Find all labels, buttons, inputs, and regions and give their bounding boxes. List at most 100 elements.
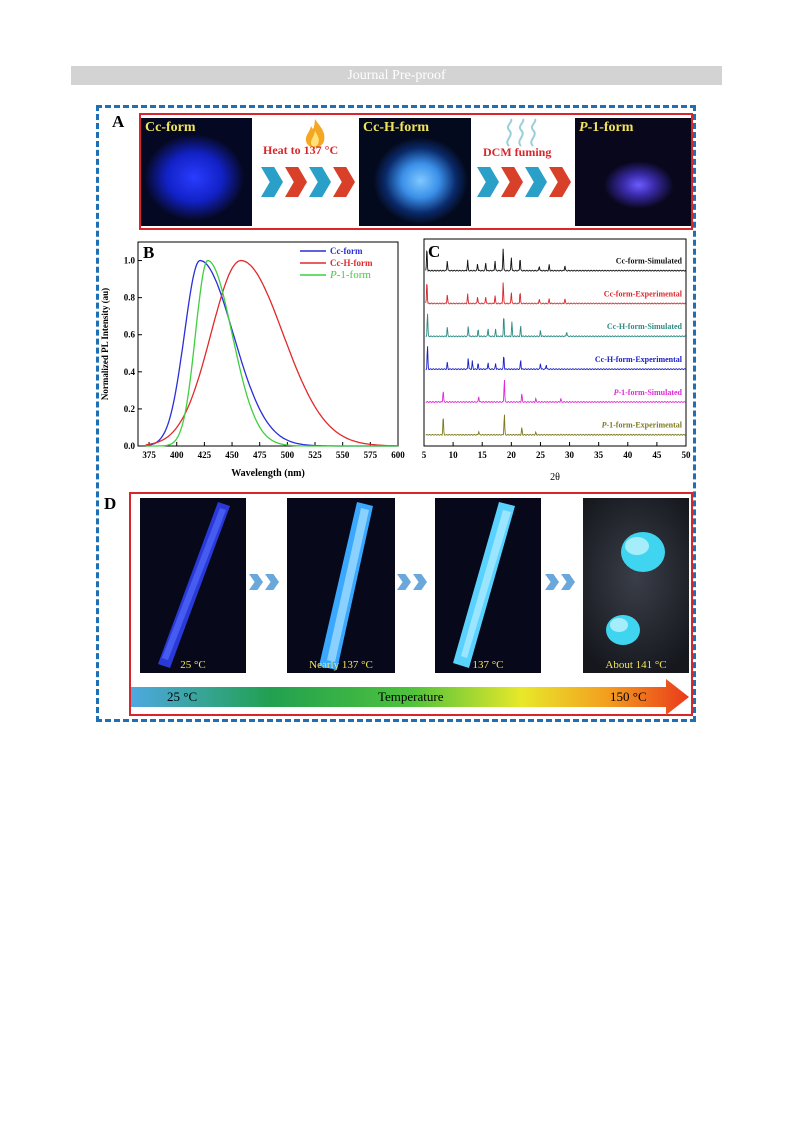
chart-b-series-line-1	[145, 259, 398, 447]
temperature-start-label: 25 °C	[167, 689, 198, 704]
arrow-dcm-label: DCM fuming	[483, 145, 552, 159]
chart-b-x-tick-label: 400	[170, 450, 184, 460]
chart-c-x-tick-label: 5	[422, 450, 427, 460]
photo-droplets-141c: About 141 °C	[583, 498, 689, 673]
chart-b-y-tick-label: 1.0	[124, 256, 136, 266]
chart-c-x-tick-label: 50	[682, 450, 692, 460]
chart-c-series-label: Cc-H-form-Experimental	[595, 355, 683, 364]
chart-c-x-tick-label: 45	[652, 450, 662, 460]
chart-c-series-line-0	[425, 248, 687, 272]
photo-crystal-nearly-137c: Nearly 137 °C	[287, 498, 395, 673]
arrow-heat-label: Heat to 137 °C	[263, 143, 339, 157]
panel-b-label: B	[143, 243, 154, 262]
chevron-icon	[549, 167, 571, 197]
figure-frame	[96, 105, 696, 722]
chart-c-x-tick-label: 10	[449, 450, 459, 460]
photo-crystal-25c: 25 °C	[140, 498, 246, 673]
temperature-end-label: 150 °C	[610, 689, 647, 704]
chart-c-series-line-1	[425, 282, 686, 305]
chevron-icon	[477, 167, 499, 197]
chevron-icon	[413, 574, 427, 590]
temperature-gradient-bar: 25 °C Temperature 150 °C	[131, 679, 691, 715]
chart-c-series-line-3	[425, 346, 687, 371]
photo-crystal-25c-caption: 25 °C	[180, 659, 206, 671]
chart-b-x-tick-label: 550	[336, 450, 350, 460]
chart-c-pxrd-patterns: C 5 10 15 20 25 30 35 40 45 50 2θ Cc-form-Simulated C…	[422, 238, 692, 483]
chart-b-pl-spectra: B 375 400 425 450 475 500 525 550 575 600 0.0 0.2 0.4…	[100, 241, 405, 479]
chart-b-y-tick-label: 0.6	[124, 330, 136, 340]
chart-b-x-tick-label: 500	[281, 450, 295, 460]
chart-c-series-line-2	[425, 313, 686, 338]
photo-crystal-137c: 137 °C	[435, 498, 541, 673]
chart-b-x-tick-label: 375	[142, 450, 156, 460]
chevron-group	[477, 167, 571, 197]
chart-c-x-tick-label: 20	[507, 450, 516, 460]
chart-b-x-tick-label: 525	[308, 450, 322, 460]
chevron-icon	[285, 167, 307, 197]
chart-b-y-tick-label: 0.0	[124, 441, 136, 451]
chart-b-x-tick-label: 425	[198, 450, 212, 460]
temperature-axis-label: Temperature	[378, 689, 444, 704]
panel-a: Cc-form Heat to 137 °C Cc-H-form DCM fum…	[139, 113, 693, 230]
journal-banner: Journal Pre-proof	[71, 66, 722, 85]
chart-b-x-tick-label: 600	[391, 450, 405, 460]
chart-b-plot-area	[137, 241, 399, 447]
chevron-icon	[333, 167, 355, 197]
vapor-icon	[501, 118, 541, 148]
chart-b-y-tick-label: 0.2	[124, 404, 136, 414]
chart-b-y-tick-label: 0.4	[124, 367, 136, 377]
photo-crystal-137c-caption: 137 °C	[472, 659, 504, 671]
chevron-icon	[501, 167, 523, 197]
chart-c-series-label: Cc-H-form-Simulated	[607, 322, 683, 331]
chevron-arrow-d2	[397, 574, 431, 590]
chevron-arrow-dcm	[477, 167, 572, 199]
chevron-arrow-d1	[249, 574, 283, 590]
panel-d-label: D	[104, 494, 117, 513]
chart-c-series-label: Cc-form-Experimental	[604, 289, 683, 298]
chart-b-x-tick-label: 475	[253, 450, 267, 460]
chevron-arrow-d3	[545, 574, 579, 590]
chevron-icon	[249, 574, 263, 590]
chevron-group	[261, 167, 355, 197]
chevron-arrow-heat	[261, 167, 356, 199]
panel-d: 25 °C Nearly 137 °C 137 °C About 141 °C	[129, 492, 693, 716]
chevron-group	[397, 574, 427, 590]
chart-c-plot-area	[423, 238, 687, 447]
chevron-icon	[265, 574, 279, 590]
photo-cc-h-form-caption: Cc-H-form	[363, 120, 430, 135]
flame-icon	[302, 117, 328, 153]
photo-cc-form-caption: Cc-form	[145, 120, 196, 135]
chart-b-y-axis-label: Normalized PL Intensity (au)	[100, 288, 110, 400]
chevron-icon	[309, 167, 331, 197]
chevron-icon	[561, 574, 575, 590]
chart-b-series-line-2	[145, 259, 398, 447]
chart-c-x-tick-label: 15	[478, 450, 488, 460]
chart-c-x-tick-label: 40	[623, 450, 633, 460]
chevron-icon	[525, 167, 547, 197]
chart-c-series-label: Cc-form-Simulated	[616, 256, 683, 265]
chart-c-series-label: P-1-form-Experimental	[602, 421, 683, 430]
chart-b-legend-entry: Cc-H-form	[330, 258, 373, 268]
chart-b-legend-entry: P-1-form	[329, 269, 371, 281]
panel-c-label: C	[428, 242, 440, 261]
chevron-icon	[545, 574, 559, 590]
chart-c-x-tick-label: 35	[594, 450, 604, 460]
chart-b-x-axis-label: Wavelength (nm)	[231, 468, 305, 479]
photo-droplets-141c-caption: About 141 °C	[605, 659, 667, 671]
chart-b-x-tick-label: 575	[364, 450, 378, 460]
photo-cc-form: Cc-form	[141, 118, 252, 226]
chart-c-x-tick-label: 30	[565, 450, 575, 460]
chart-c-series-line-4	[425, 379, 686, 404]
chart-c-series-line-5	[425, 414, 686, 436]
chevron-group	[545, 574, 575, 590]
chart-c-series-label: P-1-form-Simulated	[614, 388, 683, 397]
chevron-icon	[397, 574, 411, 590]
chart-c-x-tick-label: 25	[536, 450, 546, 460]
chart-b-legend-entry: Cc-form	[330, 246, 363, 256]
photo-crystal-nearly-137c-caption: Nearly 137 °C	[309, 659, 373, 671]
panel-a-label: A	[112, 112, 125, 131]
chevron-icon	[261, 167, 283, 197]
chart-b-y-tick-label: 0.8	[124, 293, 136, 303]
photo-p1-form-caption: P-1-form	[579, 120, 634, 135]
chart-b-x-tick-label: 450	[225, 450, 239, 460]
